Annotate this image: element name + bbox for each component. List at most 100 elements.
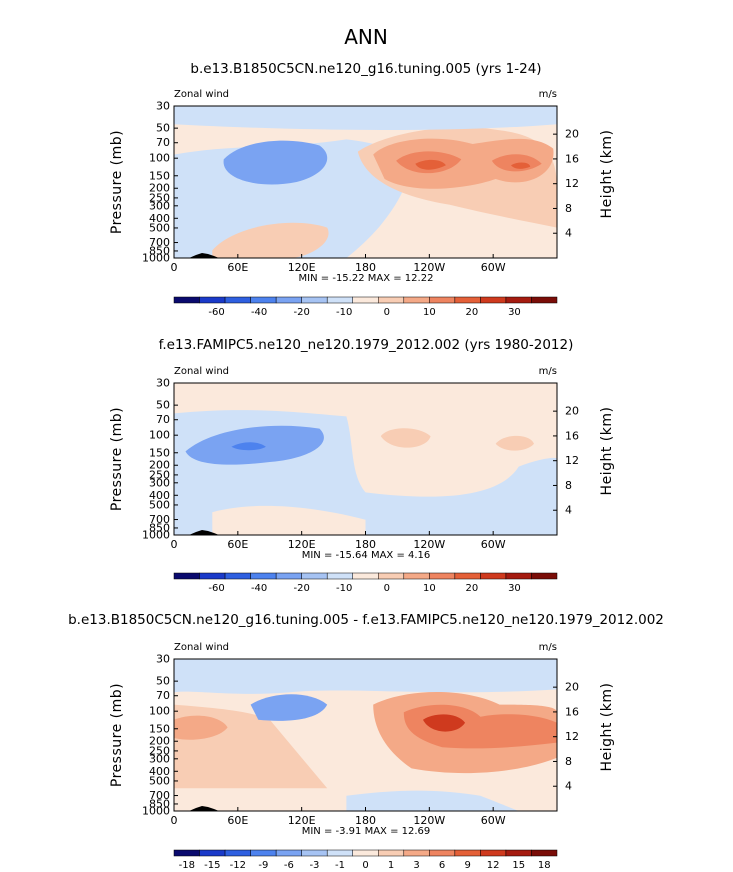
- contour-region: [423, 714, 466, 732]
- x-tick-label: 120E: [288, 538, 316, 551]
- pressure-tick-label: 150: [149, 722, 170, 735]
- panel-2: f.e13.FAMIPC5.ne120_ne120.1979_2012.002 …: [109, 337, 615, 594]
- x-tick-label: 60W: [481, 814, 506, 827]
- colorbar-swatch: [429, 572, 456, 580]
- pressure-tick-label: 700: [149, 513, 170, 526]
- topography: [189, 253, 219, 258]
- colorbar-tick-label: -60: [208, 307, 224, 318]
- colorbar-tick-label: 15: [512, 860, 525, 871]
- contour-region: [174, 659, 557, 694]
- colorbar-swatch: [275, 849, 302, 857]
- height-tick-label: 12: [565, 454, 579, 467]
- colorbar-swatch: [199, 296, 226, 304]
- colorbar-swatch: [454, 296, 481, 304]
- pressure-tick-label: 1000: [142, 529, 170, 542]
- colorbar-swatch: [480, 849, 507, 857]
- pressure-tick-label: 100: [149, 152, 170, 165]
- colorbar-swatch: [352, 572, 379, 580]
- pressure-tick-label: 700: [149, 789, 170, 802]
- colorbar-swatch: [224, 296, 251, 304]
- pressure-tick-label: 30: [156, 377, 170, 390]
- height-tick-label: 20: [565, 681, 579, 694]
- colorbar-swatch: [224, 849, 251, 857]
- variable-label: Zonal wind: [174, 89, 229, 100]
- x-tick-label: 120W: [413, 261, 445, 274]
- pressure-tick-label: 400: [149, 212, 170, 225]
- height-tick-label: 16: [565, 705, 579, 718]
- x-tick-label: 60E: [227, 538, 248, 551]
- height-tick-label: 8: [565, 202, 572, 215]
- colorbar-swatch: [275, 572, 302, 580]
- colorbar-swatch: [378, 296, 405, 304]
- colorbar-swatch: [480, 572, 507, 580]
- pressure-tick-label: 100: [149, 429, 170, 442]
- colorbar-tick-label: -40: [251, 583, 267, 594]
- colorbar-tick-label: 0: [384, 583, 390, 594]
- colorbar: -60 -40 -20 -10 0 10 20 30: [173, 296, 558, 318]
- colorbar-swatch: [352, 849, 379, 857]
- pressure-tick-label: 250: [149, 744, 170, 757]
- colorbar-tick-label: 30: [508, 307, 521, 318]
- contour-region: [373, 138, 554, 189]
- height-tick-label: 4: [565, 227, 572, 240]
- topography: [189, 806, 219, 811]
- pressure-tick-label: 850: [149, 244, 170, 257]
- colorbar-swatch: [454, 849, 481, 857]
- colorbar-tick-label: 0: [362, 860, 368, 871]
- colorbar-swatch: [301, 296, 328, 304]
- colorbar-tick-label: -10: [336, 307, 352, 318]
- colorbar-swatch: [326, 572, 353, 580]
- colorbar-swatch: [199, 849, 226, 857]
- pressure-tick-label: 250: [149, 191, 170, 204]
- x-tick-label: 120W: [413, 814, 445, 827]
- colorbar-tick-label: 6: [439, 860, 445, 871]
- colorbar-swatch: [326, 296, 353, 304]
- y-axis-title-right: Height (km): [599, 683, 615, 772]
- pressure-tick-label: 70: [156, 413, 170, 426]
- colorbar: -18 -15 -12 -9 -6 -3 -1 0 1 3 6 9 12 15 18: [173, 849, 558, 871]
- x-tick-label: 0: [171, 538, 178, 551]
- pressure-tick-label: 150: [149, 169, 170, 182]
- colorbar-swatch: [480, 296, 507, 304]
- x-tick-label: 120E: [288, 261, 316, 274]
- pressure-tick-label: 500: [149, 221, 170, 234]
- colorbar-swatch: [173, 296, 200, 304]
- colorbar: -60 -40 -20 -10 0 10 20 30: [173, 572, 558, 594]
- pressure-tick-label: 100: [149, 705, 170, 718]
- x-tick-label: 60W: [481, 261, 506, 274]
- pressure-tick-label: 850: [149, 521, 170, 534]
- colorbar-swatch: [531, 572, 558, 580]
- colorbar-tick-label: -9: [258, 860, 268, 871]
- colorbar-tick-label: 10: [423, 583, 436, 594]
- colorbar-swatch: [301, 849, 328, 857]
- pressure-tick-label: 30: [156, 653, 170, 666]
- height-tick-label: 20: [565, 405, 579, 418]
- y-axis-title-left: Pressure (mb): [109, 407, 125, 511]
- pressure-tick-label: 50: [156, 675, 170, 688]
- colorbar-tick-label: 10: [423, 307, 436, 318]
- colorbar-swatch: [199, 572, 226, 580]
- height-tick-label: 20: [565, 128, 579, 141]
- pressure-tick-label: 850: [149, 797, 170, 810]
- panel-title: f.e13.FAMIPC5.ne120_ne120.1979_2012.002 …: [159, 337, 574, 353]
- colorbar-tick-label: 12: [487, 860, 500, 871]
- colorbar-swatch: [250, 572, 277, 580]
- contour-region: [212, 505, 366, 535]
- height-tick-label: 8: [565, 755, 572, 768]
- pressure-tick-label: 150: [149, 446, 170, 459]
- colorbar-swatch: [454, 572, 481, 580]
- colorbar-swatch: [326, 849, 353, 857]
- topography: [189, 530, 219, 535]
- pressure-tick-label: 700: [149, 236, 170, 249]
- x-tick-label: 0: [171, 261, 178, 274]
- colorbar-tick-label: -20: [293, 583, 309, 594]
- panel-title: b.e13.B1850C5CN.ne120_g16.tuning.005 - f…: [68, 612, 664, 628]
- colorbar-tick-label: -40: [251, 307, 267, 318]
- colorbar-tick-label: -1: [335, 860, 345, 871]
- colorbar-swatch: [275, 296, 302, 304]
- pressure-tick-label: 300: [149, 199, 170, 212]
- pressure-tick-label: 200: [149, 182, 170, 195]
- min-max-stats: MIN = -3.91 MAX = 12.69: [302, 826, 431, 837]
- contour-region: [223, 140, 328, 185]
